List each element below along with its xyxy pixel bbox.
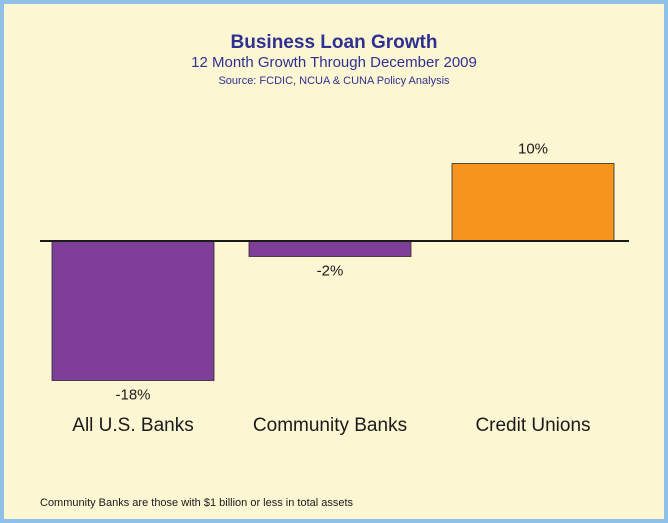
bar-value-label: -2% <box>317 263 344 280</box>
chart-source: Source: FCDIC, NCUA & CUNA Policy Analys… <box>218 75 450 87</box>
bar-value-label: 10% <box>518 141 548 158</box>
chart-subtitle: 12 Month Growth Through December 2009 <box>191 54 477 71</box>
bar-value-label: -18% <box>115 387 150 404</box>
category-label: Community Banks <box>253 415 407 436</box>
chart-title: Business Loan Growth <box>230 32 438 53</box>
category-label: Credit Unions <box>475 415 590 436</box>
bar-credit-unions <box>451 163 615 242</box>
bar-community-banks <box>248 240 412 257</box>
footnote: Community Banks are those with $1 billio… <box>40 497 354 509</box>
bar-all-u-s-banks <box>51 240 215 381</box>
category-label: All U.S. Banks <box>72 415 193 436</box>
